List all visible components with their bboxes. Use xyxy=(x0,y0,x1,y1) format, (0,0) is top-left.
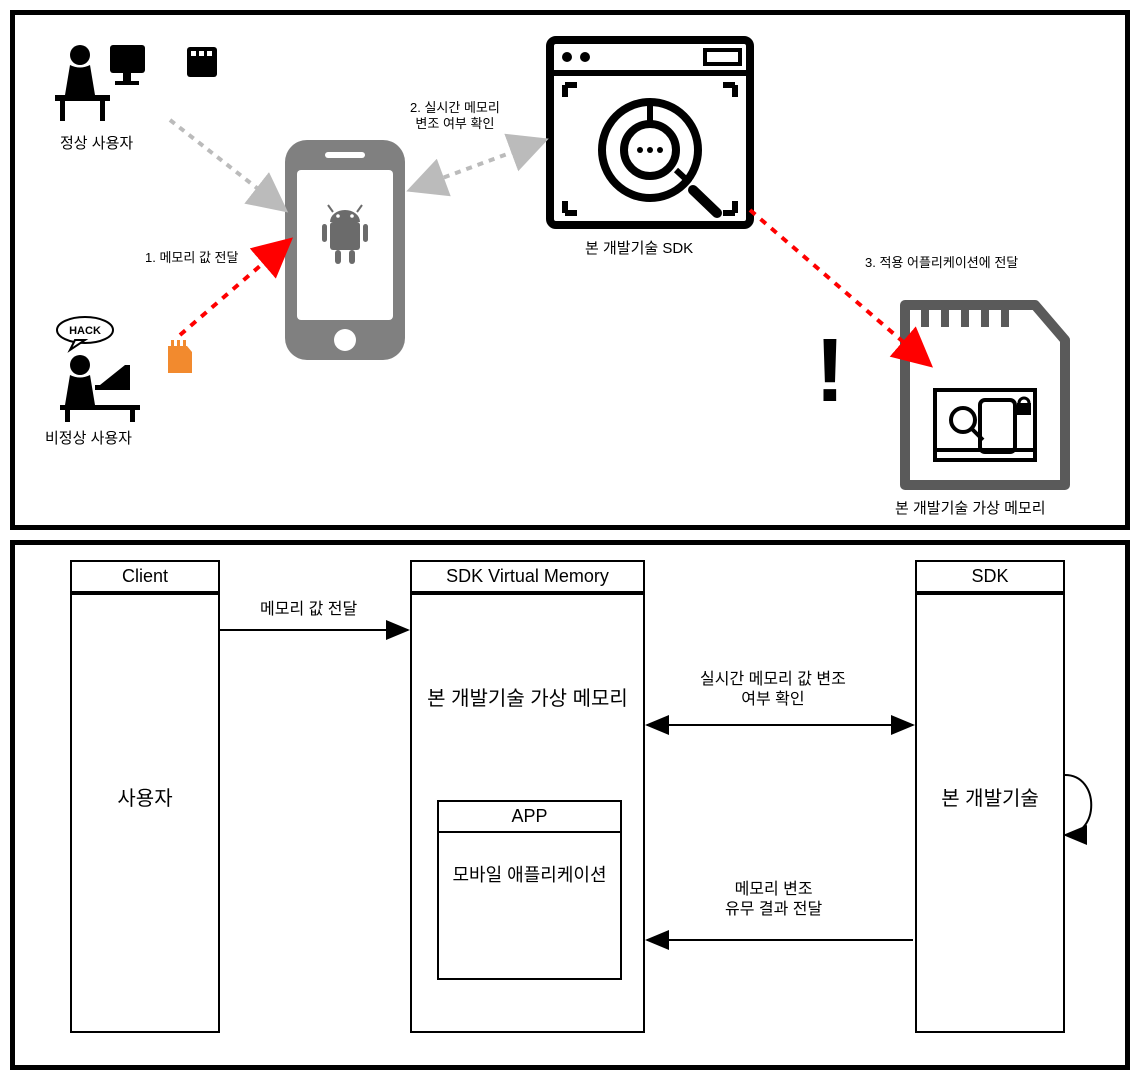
sdk-body-text: 본 개발기술 xyxy=(917,785,1063,813)
sdk-body: 본 개발기술 xyxy=(915,593,1065,1033)
vm-label: 본 개발기술 가상 메모리 xyxy=(895,500,1046,519)
app-header: APP xyxy=(439,802,620,833)
phone-icon xyxy=(275,135,415,370)
hacker-icon: HACK xyxy=(45,315,185,430)
app-body: 모바일 애플리케이션 xyxy=(439,833,620,918)
bottom-panel: Client 사용자 SDK Virtual Memory 본 개발기술 가상 … xyxy=(10,540,1130,1070)
orange-chip-icon xyxy=(165,340,195,381)
normal-user-label: 정상 사용자 xyxy=(60,135,133,154)
vm-body-title: 본 개발기술 가상 메모리 xyxy=(412,685,643,713)
arrow-client-vm-label: 메모리 값 전달 xyxy=(260,600,357,620)
abnormal-user-label: 비정상 사용자 xyxy=(45,430,132,449)
arrow2-label: 2. 실시간 메모리 변조 여부 확인 xyxy=(410,100,500,133)
top-panel: 정상 사용자 HACK xyxy=(10,10,1130,530)
vm-header: SDK Virtual Memory xyxy=(410,560,645,593)
normal-user-icon xyxy=(55,40,175,135)
arrow3-label: 3. 적용 어플리케이션에 전달 xyxy=(865,255,1018,271)
sdk-window-icon xyxy=(545,35,755,240)
client-header: Client xyxy=(70,560,220,593)
arrow1-label: 1. 메모리 값 전달 xyxy=(145,250,238,266)
client-body: 사용자 xyxy=(70,593,220,1033)
sdk-header: SDK xyxy=(915,560,1065,593)
arrow-vm-sdk-top-label: 실시간 메모리 값 변조 여부 확인 xyxy=(700,670,846,710)
exclamation-icon: ! xyxy=(815,315,845,428)
memory-chip-icon xyxy=(185,45,219,84)
vm-body: 본 개발기술 가상 메모리 APP 모바일 애플리케이션 xyxy=(410,593,645,1033)
arrow-vm-sdk-bottom-label: 메모리 변조 유무 결과 전달 xyxy=(725,880,822,920)
app-box: APP 모바일 애플리케이션 xyxy=(437,800,622,980)
client-body-text: 사용자 xyxy=(72,785,218,813)
hack-bubble-text: HACK xyxy=(69,325,101,337)
sd-card-icon xyxy=(885,295,1085,500)
sdk-label: 본 개발기술 SDK xyxy=(585,240,693,259)
